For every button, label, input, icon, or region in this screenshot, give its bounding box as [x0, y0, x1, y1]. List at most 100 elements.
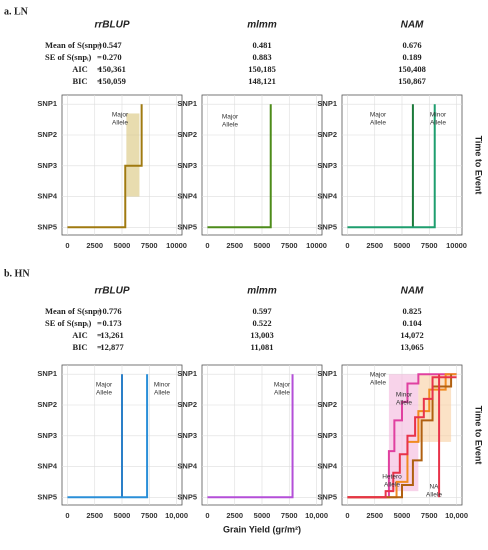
- side-label: Time to Event: [474, 406, 484, 465]
- column-header: mlmm: [247, 286, 277, 297]
- annotation: Allele: [222, 122, 238, 129]
- x-tick-label: 5000: [394, 241, 411, 250]
- step-line: [347, 104, 436, 229]
- x-tick-label: 5000: [254, 511, 271, 520]
- column-header: NAM: [401, 286, 424, 297]
- x-tick-label: 5000: [114, 241, 131, 250]
- y-tick-label: SNP3: [317, 431, 337, 440]
- annotation: Major: [370, 372, 387, 379]
- column-header: mlmm: [247, 20, 277, 31]
- stat-value: 150,059: [98, 76, 126, 86]
- confidence-band: [126, 113, 140, 197]
- stat-value: 13,003: [250, 330, 273, 340]
- stat-label: Mean of S(snpᵢ): [45, 306, 102, 316]
- x-tick-label: 7500: [281, 511, 298, 520]
- x-tick-label: 10000: [166, 241, 187, 250]
- stat-label: SE of S(snpᵢ): [45, 318, 92, 328]
- annotation: Allele: [112, 120, 128, 127]
- stat-value: 150,408: [398, 64, 426, 74]
- y-tick-label: SNP3: [177, 431, 197, 440]
- stat-value: 0.189: [402, 52, 421, 62]
- stat-sign: =: [97, 40, 102, 50]
- stat-value: 150,867: [398, 76, 426, 86]
- stat-value: 0.825: [402, 306, 421, 316]
- annotation: Major: [112, 112, 129, 119]
- step-line: [67, 374, 149, 499]
- y-tick-label: SNP2: [37, 130, 57, 139]
- y-tick-label: SNP1: [177, 99, 197, 108]
- annotation: Major: [274, 382, 291, 389]
- stat-label: Mean of S(snpᵢ): [45, 40, 102, 50]
- x-tick-label: 2500: [226, 511, 243, 520]
- y-tick-label: SNP4: [177, 192, 197, 201]
- stat-value: 148,121: [248, 76, 276, 86]
- annotation: Allele: [370, 380, 386, 387]
- x-tick-label: 7500: [281, 241, 298, 250]
- y-tick-label: SNP1: [317, 99, 337, 108]
- x-tick-label: 7500: [421, 241, 438, 250]
- x-tick-label: 2500: [366, 241, 383, 250]
- stat-label: BIC: [72, 76, 87, 86]
- annotation: Allele: [430, 120, 446, 127]
- x-axis-title: Grain Yield (gr/m²): [223, 524, 301, 534]
- step-line: [347, 373, 457, 499]
- stat-value: 0.597: [252, 306, 272, 316]
- stat-sign: =: [97, 64, 102, 74]
- stat-sign: =: [97, 76, 102, 86]
- x-tick-label: 10000: [306, 241, 327, 250]
- annotation: Major: [222, 114, 239, 121]
- column-header: rrBLUP: [94, 286, 129, 297]
- y-tick-label: SNP4: [37, 462, 57, 471]
- x-tick-label: 2500: [366, 511, 383, 520]
- annotation: Major: [370, 112, 387, 119]
- annotation: Allele: [426, 492, 442, 499]
- stat-sign: =: [97, 306, 102, 316]
- stat-sign: =: [97, 330, 102, 340]
- stat-value: 14,072: [400, 330, 423, 340]
- y-tick-label: SNP5: [317, 492, 337, 501]
- step-line: [207, 374, 294, 499]
- y-tick-label: SNP2: [37, 400, 57, 409]
- x-tick-label: 7500: [421, 511, 438, 520]
- x-tick-label: 7500: [141, 511, 158, 520]
- column-header: rrBLUP: [94, 20, 129, 31]
- x-tick-label: 10,000: [305, 511, 328, 520]
- stat-value: 0.270: [102, 52, 121, 62]
- stat-sign: =: [97, 52, 102, 62]
- y-tick-label: SNP3: [177, 161, 197, 170]
- stat-label: AIC: [72, 330, 88, 340]
- y-tick-label: SNP5: [177, 492, 197, 501]
- annotation: Allele: [274, 390, 290, 397]
- annotation: Major: [96, 382, 113, 389]
- stat-label: BIC: [72, 342, 87, 352]
- y-tick-label: SNP3: [37, 431, 57, 440]
- annotation: Allele: [396, 400, 412, 407]
- stat-value: 13,261: [100, 330, 123, 340]
- stat-label: SE of S(snpᵢ): [45, 52, 92, 62]
- x-tick-label: 2500: [86, 511, 103, 520]
- stat-value: 0.104: [402, 318, 422, 328]
- x-tick-label: 5000: [394, 511, 411, 520]
- x-tick-label: 5000: [114, 511, 131, 520]
- x-tick-label: 10000: [446, 241, 467, 250]
- y-tick-label: SNP3: [317, 161, 337, 170]
- y-tick-label: SNP3: [37, 161, 57, 170]
- annotation: Hetero: [382, 474, 402, 481]
- y-tick-label: SNP5: [37, 222, 57, 231]
- x-tick-label: 0: [65, 511, 69, 520]
- x-tick-label: 0: [345, 511, 349, 520]
- stat-value: 0.173: [102, 318, 121, 328]
- stat-value: 13,065: [400, 342, 423, 352]
- stat-value: 150,185: [248, 64, 276, 74]
- x-tick-label: 10,000: [445, 511, 468, 520]
- annotation: Allele: [370, 120, 386, 127]
- x-tick-label: 0: [65, 241, 69, 250]
- y-tick-label: SNP2: [177, 130, 197, 139]
- x-tick-label: 2500: [86, 241, 103, 250]
- y-tick-label: SNP2: [177, 400, 197, 409]
- x-tick-label: 2500: [226, 241, 243, 250]
- x-tick-label: 0: [345, 241, 349, 250]
- step-line: [67, 104, 143, 229]
- stat-value: 0.776: [102, 306, 121, 316]
- x-tick-label: 0: [205, 511, 209, 520]
